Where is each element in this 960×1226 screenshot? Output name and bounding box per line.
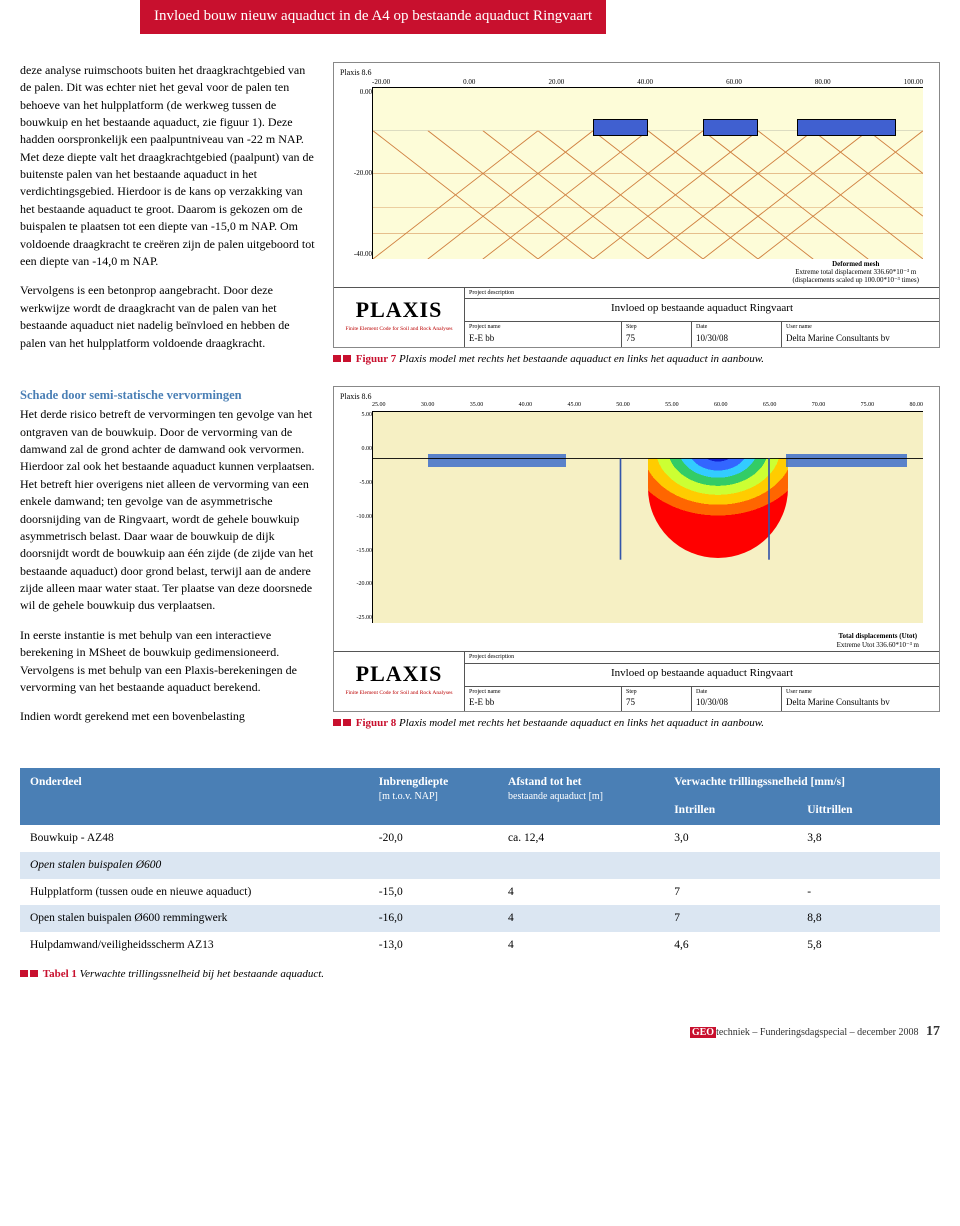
y-axis-8: 5.000.00-5.00-10.00-15.00-20.00-25.00 (344, 411, 372, 623)
total-disp-label: Total displacements (Utot) Extreme Utot … (837, 632, 919, 649)
footer-text: techniek – Funderingsdagspecial – decemb… (716, 1027, 918, 1038)
sec2-para-2: In eerste instantie is met behulp van ee… (20, 627, 315, 697)
sec2-para-1: Het derde risico betreft de vervormingen… (20, 406, 315, 615)
row-2: Schade door semi-statische vervormingen … (20, 386, 940, 738)
plot-area-8: 25.0030.0035.0040.0045.0050.0055.0060.00… (344, 401, 929, 651)
figure-7: Plaxis 8.6 -20.000.0020.0040.0060.0080.0… (333, 62, 940, 348)
proj-desc-7: Invloed op bestaande aquaduct Ringvaart (465, 299, 939, 322)
th-uittrillen: Uittrillen (797, 796, 940, 825)
figure-8-col: Plaxis 8.6 25.0030.0035.0040.0045.0050.0… (333, 386, 940, 738)
table-row: Open stalen buispalen Ø600 remmingwerk-1… (20, 905, 940, 932)
info-strip-7: PLAXIS Finite Element Code for Soil and … (334, 287, 939, 347)
plaxis-logo-cell-8: PLAXIS Finite Element Code for Soil and … (334, 652, 464, 711)
header-title: Invloed bouw nieuw aquaduct in de A4 op … (154, 8, 592, 24)
x-axis-8: 25.0030.0035.0040.0045.0050.0055.0060.00… (372, 401, 923, 410)
th-onderdeel: Onderdeel (20, 768, 369, 825)
left-text-col-2: Schade door semi-statische vervormingen … (20, 386, 315, 738)
table-row: Open stalen buispalen Ø600 (20, 852, 940, 879)
plaxis-logo-sub-8: Finite Element Code for Soil and Rock An… (340, 690, 458, 698)
th-afstand: Afstand tot hetbestaande aquaduct [m] (498, 768, 664, 825)
para-1: deze analyse ruimschoots buiten het draa… (20, 62, 315, 271)
row-1: deze analyse ruimschoots buiten het draa… (20, 62, 940, 368)
table-row: Bouwkuip - AZ48-20,0ca. 12,43,03,8 (20, 825, 940, 852)
page-footer: GEOtechniek – Funderingsdagspecial – dec… (20, 1022, 940, 1042)
th-inbrengdiepte: Inbrengdiepte[m t.o.v. NAP] (369, 768, 498, 825)
table-body: Bouwkuip - AZ48-20,0ca. 12,43,03,8 Open … (20, 825, 940, 958)
meta-cell-7: Project description Invloed op bestaande… (464, 288, 939, 347)
meta-cell-8: Project description Invloed op bestaande… (464, 652, 939, 711)
left-text-col-1: deze analyse ruimschoots buiten het draa… (20, 62, 315, 368)
table-caption: Tabel 1 Verwachte trillingssnelheid bij … (20, 967, 940, 983)
plaxis-logo: PLAXIS (340, 294, 458, 326)
th-trilling: Verwachte trillingssnelheid [mm/s] (664, 768, 940, 797)
sec2-para-3: Indien wordt gerekend met een bovenbelas… (20, 708, 315, 725)
mesh-canvas-7 (372, 87, 923, 259)
page-header: Invloed bouw nieuw aquaduct in de A4 op … (140, 0, 606, 34)
table-head: Onderdeel Inbrengdiepte[m t.o.v. NAP] Af… (20, 768, 940, 825)
vibration-table: Onderdeel Inbrengdiepte[m t.o.v. NAP] Af… (20, 768, 940, 959)
y-axis-7: 0.00-20.00-40.00 (344, 87, 372, 259)
table-row: Hulpdamwand/veiligheidsscherm AZ13-13,04… (20, 932, 940, 959)
footer-geo: GEO (690, 1027, 716, 1038)
mesh-canvas-8 (372, 411, 923, 623)
figure-7-col: Plaxis 8.6 -20.000.0020.0040.0060.0080.0… (333, 62, 940, 368)
table-row: Hulpplatform (tussen oude en nieuwe aqua… (20, 879, 940, 906)
plaxis-logo-cell: PLAXIS Finite Element Code for Soil and … (334, 288, 464, 347)
plot-area-7: -20.000.0020.0040.0060.0080.00100.00 0.0… (344, 77, 929, 287)
figure-7-caption: Figuur 7 Plaxis model met rechts het bes… (333, 352, 940, 368)
plaxis-logo-sub: Finite Element Code for Soil and Rock An… (340, 326, 458, 334)
figure-8-caption: Figuur 8 Plaxis model met rechts het bes… (333, 716, 940, 732)
proj-desc-8: Invloed op bestaande aquaduct Ringvaart (465, 664, 939, 687)
section-2-head: Schade door semi-statische vervormingen (20, 386, 315, 404)
x-axis-7: -20.000.0020.0040.0060.0080.00100.00 (372, 77, 923, 87)
page-number: 17 (926, 1024, 940, 1039)
figure-8: Plaxis 8.6 25.0030.0035.0040.0045.0050.0… (333, 386, 940, 712)
plaxis-logo-8: PLAXIS (340, 658, 458, 690)
th-intrillen: Intrillen (664, 796, 797, 825)
para-2: Vervolgens is een betonprop aangebracht.… (20, 282, 315, 352)
info-strip-8: PLAXIS Finite Element Code for Soil and … (334, 651, 939, 711)
deformed-mesh-label: Deformed mesh Extreme total displacement… (792, 260, 919, 285)
